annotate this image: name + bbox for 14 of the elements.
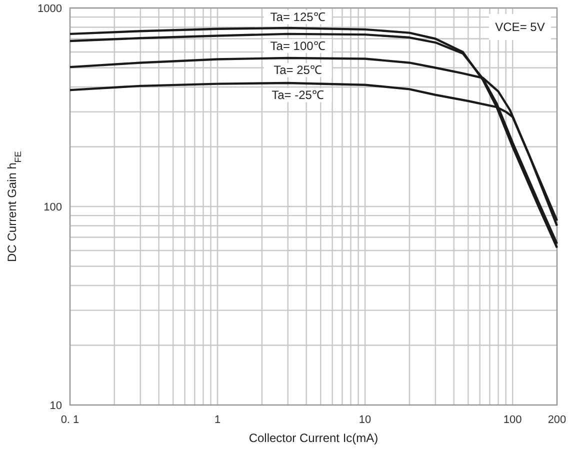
x-tick-label: 0. 1	[60, 414, 80, 426]
x-tick-label: 100	[503, 414, 522, 426]
y-tick-label: 1000	[38, 3, 62, 15]
series-label: Ta= 125℃	[270, 10, 326, 24]
series-label: Ta= 25℃	[274, 63, 322, 78]
series-label: Ta= 100℃	[270, 39, 326, 54]
y-tick-label: 10	[50, 400, 62, 412]
series-label: Ta= -25℃	[272, 88, 324, 102]
y-tick-label: 100	[44, 202, 62, 214]
annotation: VCE= 5V	[495, 20, 545, 34]
x-tick-label: 10	[358, 414, 372, 426]
x-axis-title: Collector Current Ic(mA)	[248, 431, 378, 445]
x-tick-label: 1	[214, 414, 221, 426]
x-tick-label: 200	[548, 414, 566, 426]
